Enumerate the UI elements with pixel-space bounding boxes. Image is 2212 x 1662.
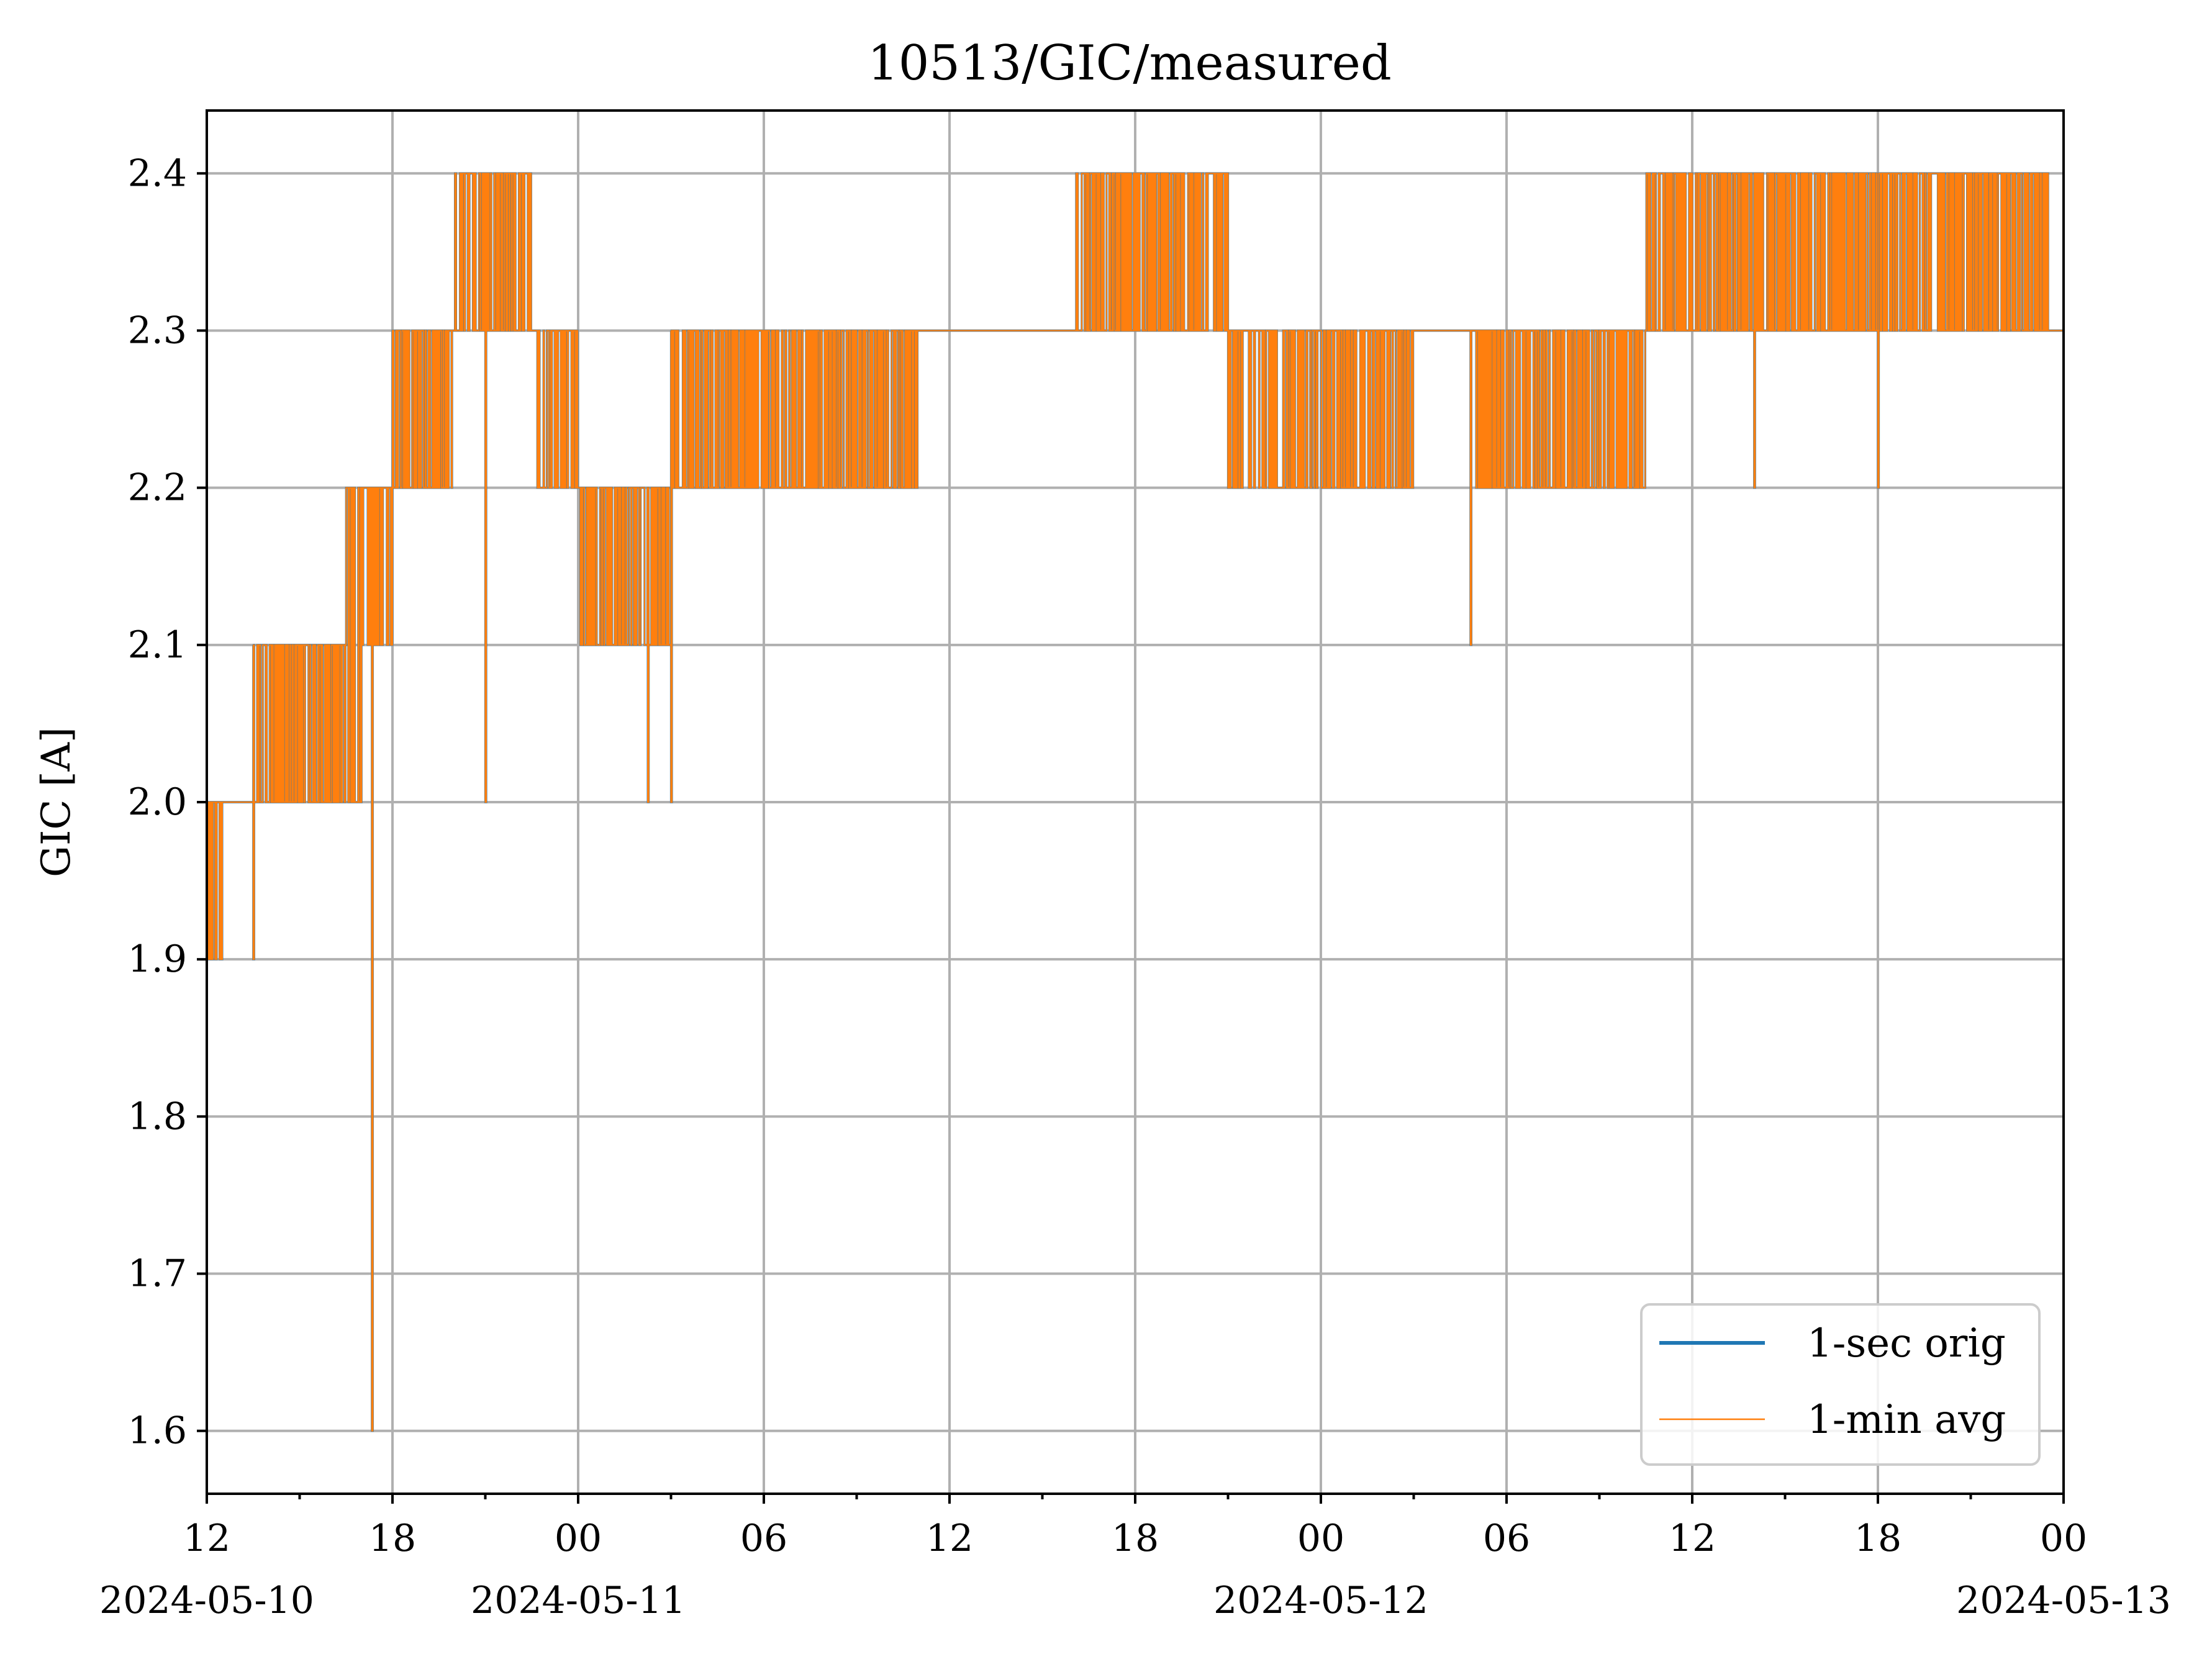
- y-tick-label-3: 1.9: [128, 937, 187, 981]
- x-tick-label-3: 06: [740, 1517, 787, 1560]
- x-tick-date-0: 2024-05-10: [99, 1579, 314, 1622]
- legend-label-1sec-orig: 1-sec orig: [1807, 1321, 2006, 1366]
- x-tick-label-9: 18: [1854, 1517, 1902, 1560]
- y-tick-label-8: 2.4: [128, 151, 187, 195]
- y-axis-ticks: 1.6 1.7 1.8 1.9 2.0 2.1 2.2 2.3 2.4: [128, 151, 207, 1453]
- x-tick-label-7: 06: [1483, 1517, 1530, 1560]
- x-tick-label-6: 00: [1297, 1517, 1344, 1560]
- x-tick-label-5: 18: [1112, 1517, 1159, 1560]
- legend: 1-sec orig 1-min avg: [1640, 1303, 2041, 1466]
- x-tick-date-6: 2024-05-12: [1213, 1579, 1428, 1622]
- y-tick-label-1: 1.7: [128, 1252, 187, 1296]
- y-tick-label-4: 2.0: [128, 780, 187, 824]
- x-tick-label-2: 00: [555, 1517, 602, 1560]
- y-tick-label-6: 2.2: [128, 466, 187, 510]
- x-tick-label-1: 18: [369, 1517, 416, 1560]
- x-tick-label-4: 12: [926, 1517, 973, 1560]
- x-axis-ticks: 12 2024-05-10 18 00 2024-05-11 06 12 18 00 2024-0…: [99, 1494, 2171, 1622]
- y-tick-label-7: 2.3: [128, 309, 187, 352]
- y-tick-label-5: 2.1: [128, 623, 187, 667]
- x-tick-date-2: 2024-05-11: [471, 1579, 686, 1622]
- x-tick-label-10: 00: [2040, 1517, 2087, 1560]
- x-tick-date-10: 2024-05-13: [1956, 1579, 2171, 1622]
- series-layer: [206, 172, 2064, 1432]
- y-tick-label-0: 1.6: [128, 1409, 187, 1453]
- chart-title: 10513/GIC/measured: [868, 35, 1392, 91]
- y-tick-label-2: 1.8: [128, 1095, 187, 1138]
- x-tick-label-8: 12: [1669, 1517, 1716, 1560]
- series-line-1min-avg: [206, 173, 2064, 1432]
- x-tick-label-0: 12: [183, 1517, 230, 1560]
- legend-label-1min-avg: 1-min avg: [1807, 1397, 2006, 1443]
- y-axis-label: GIC [A]: [34, 727, 79, 877]
